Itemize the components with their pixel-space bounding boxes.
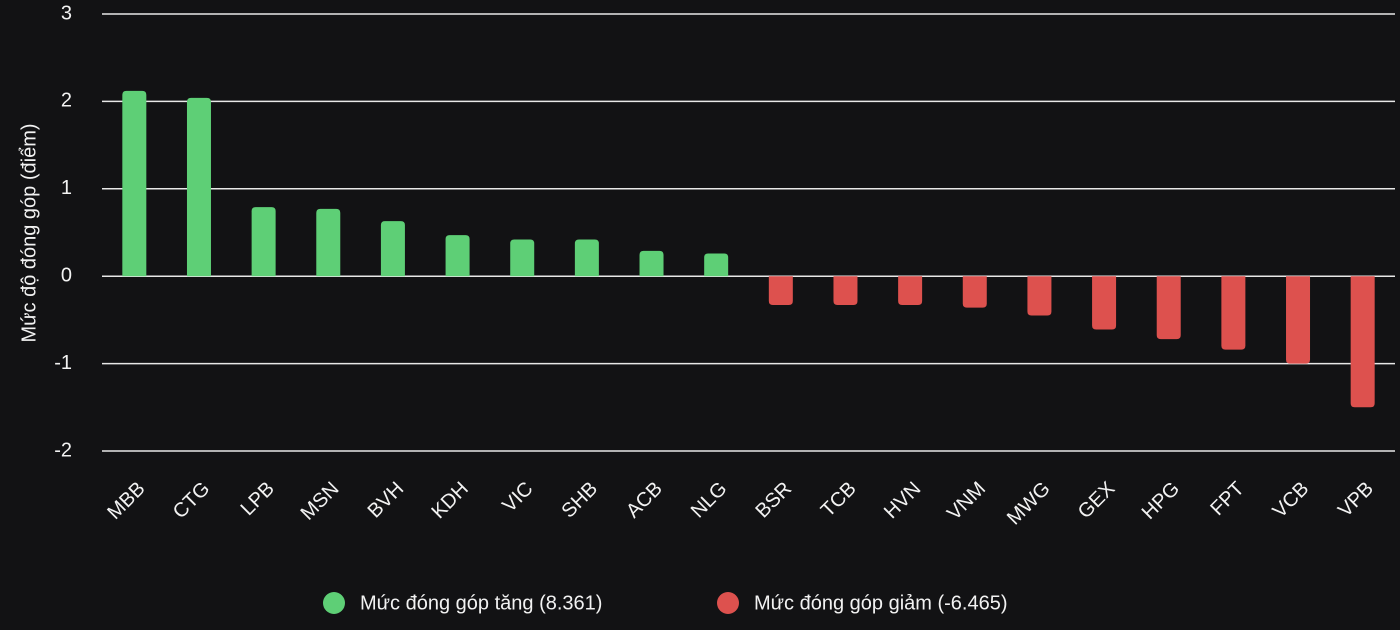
y-tick-label: -2	[54, 439, 72, 461]
bar	[768, 276, 793, 306]
y-tick-label: -1	[54, 352, 72, 374]
x-tick-label: BVH	[364, 478, 409, 523]
legend-label: Mức đóng góp giảm (-6.465)	[754, 592, 1008, 614]
x-tick-label: VPB	[1334, 478, 1378, 522]
x-tick-label: VCB	[1269, 478, 1314, 523]
x-tick-label: MBB	[103, 478, 149, 524]
bar	[1092, 276, 1117, 330]
bar	[898, 276, 923, 306]
y-tick-label: 3	[61, 2, 72, 24]
bar	[251, 207, 276, 277]
x-tick-label: ACB	[622, 478, 667, 523]
x-tick-label: SHB	[558, 478, 603, 523]
bar	[1350, 276, 1375, 408]
bar	[1221, 276, 1246, 350]
bar	[510, 239, 535, 277]
bar	[962, 276, 987, 308]
x-tick-label: KDH	[427, 478, 472, 523]
bar	[574, 239, 599, 277]
bar	[122, 90, 147, 277]
bar	[1286, 276, 1311, 364]
x-tick-label: MWG	[1003, 478, 1055, 530]
bar	[316, 208, 341, 277]
x-tick-label: HVN	[880, 478, 925, 523]
x-tick-label: VIC	[498, 478, 537, 517]
bar	[445, 235, 470, 277]
x-tick-label: BSR	[751, 478, 796, 523]
bar	[186, 97, 211, 277]
bar	[1156, 276, 1181, 340]
y-tick-label: 0	[61, 264, 72, 286]
bar	[380, 221, 405, 277]
x-tick-label: LPB	[237, 478, 279, 520]
legend-marker	[323, 592, 345, 614]
y-tick-label: 1	[61, 177, 72, 199]
x-tick-label: NLG	[687, 478, 732, 523]
bar	[639, 250, 664, 277]
bar	[1027, 276, 1052, 316]
y-axis-label: Mức độ đóng góp (điểm)	[18, 123, 40, 342]
x-tick-label: HPG	[1138, 478, 1184, 524]
bar	[833, 276, 858, 306]
x-tick-label: FPT	[1206, 478, 1248, 520]
x-tick-label: VNM	[943, 478, 990, 525]
x-tick-label: CTG	[169, 478, 214, 523]
legend-label: Mức đóng góp tăng (8.361)	[360, 592, 602, 614]
bar	[704, 253, 729, 277]
y-tick-label: 2	[61, 90, 72, 112]
x-tick-label: MSN	[297, 478, 344, 525]
x-tick-label: TCB	[817, 478, 861, 522]
x-tick-label: GEX	[1074, 478, 1119, 523]
legend-marker	[717, 592, 739, 614]
